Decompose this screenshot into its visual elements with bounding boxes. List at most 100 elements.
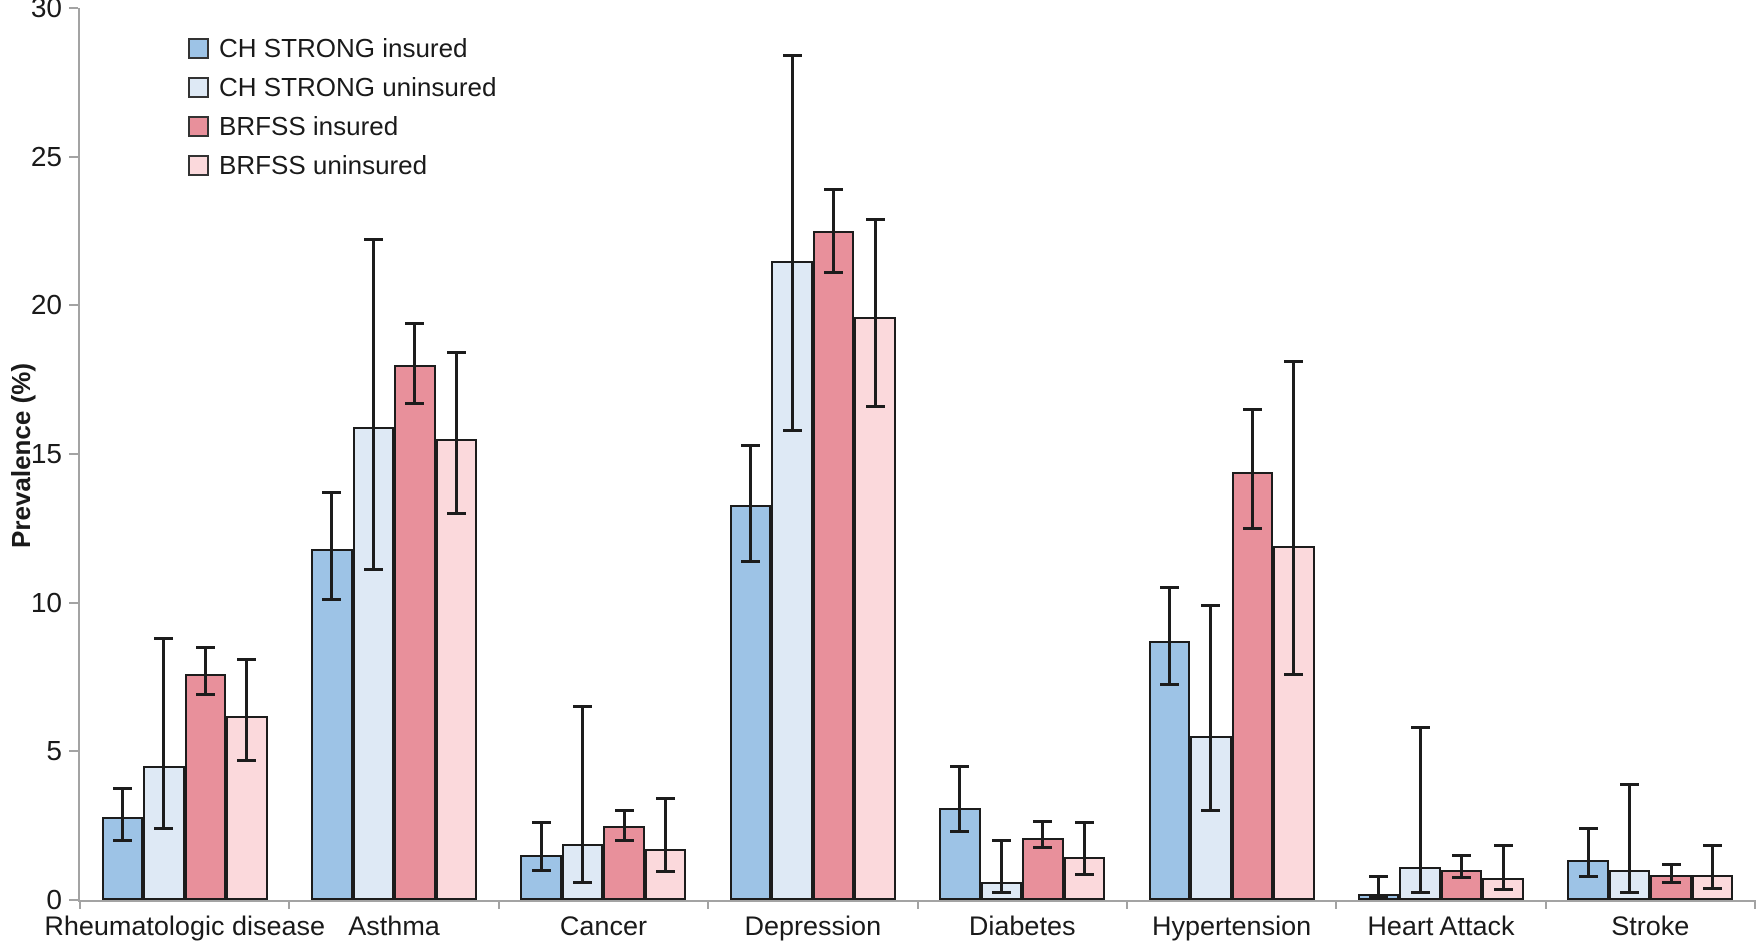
legend: CH STRONG insured CH STRONG uninsured BRFS… bbox=[188, 34, 496, 179]
error-bar-line bbox=[999, 840, 1003, 893]
error-bar-cap-top bbox=[531, 821, 551, 825]
error-bar-cap-bottom bbox=[405, 401, 425, 405]
y-axis-tick-label: 5 bbox=[46, 735, 62, 767]
error-bar-line bbox=[581, 706, 585, 883]
x-axis-tick bbox=[79, 900, 81, 909]
error-bar-cap-top bbox=[1620, 782, 1640, 786]
error-bar-cap-bottom bbox=[656, 870, 676, 874]
error-bar-cap-bottom bbox=[1201, 809, 1221, 813]
x-axis-tick bbox=[1335, 900, 1338, 909]
legend-entry: BRFSS insured bbox=[188, 112, 496, 140]
error-bar-line bbox=[664, 798, 668, 872]
error-bar-cap-top bbox=[363, 238, 383, 242]
error-bar-cap-bottom bbox=[991, 891, 1011, 895]
error-bar-cap-bottom bbox=[446, 511, 466, 515]
error-bar-cap-bottom bbox=[865, 404, 885, 408]
error-bar-cap-bottom bbox=[531, 868, 551, 872]
error-bar-line bbox=[1501, 845, 1505, 890]
error-bar-line bbox=[873, 219, 877, 407]
legend-swatch bbox=[188, 76, 209, 98]
error-bar-cap-bottom bbox=[824, 271, 844, 275]
x-axis-tick bbox=[497, 900, 500, 909]
legend-swatch bbox=[188, 115, 209, 137]
error-bar-cap-bottom bbox=[1284, 672, 1304, 676]
error-bar-cap-top bbox=[1410, 726, 1430, 730]
error-bar-line bbox=[330, 492, 334, 600]
legend-entry: CH STRONG uninsured bbox=[188, 73, 496, 101]
x-category-label: Hypertension bbox=[1152, 911, 1312, 941]
error-bar-cap-top bbox=[405, 321, 425, 325]
error-bar-line bbox=[749, 445, 753, 562]
x-axis-tick bbox=[288, 900, 291, 909]
error-bar-line bbox=[1292, 361, 1296, 675]
bar bbox=[184, 674, 227, 900]
error-bar-cap-bottom bbox=[322, 598, 342, 602]
y-axis-tick bbox=[69, 601, 78, 604]
error-bar-cap-bottom bbox=[1242, 526, 1262, 530]
y-axis-tick bbox=[69, 304, 78, 307]
y-axis-tick bbox=[69, 750, 78, 753]
error-bar-cap-bottom bbox=[741, 559, 761, 563]
y-axis-tick-label: 15 bbox=[30, 438, 62, 469]
x-category-label: Asthma bbox=[348, 911, 440, 941]
x-category-label: Stroke bbox=[1611, 911, 1690, 941]
error-bar-line bbox=[1167, 587, 1171, 685]
error-bar-line bbox=[413, 323, 417, 404]
error-bar-cap-top bbox=[322, 491, 342, 495]
error-bar-cap-bottom bbox=[1074, 873, 1094, 877]
y-axis-tick-label: 30 bbox=[30, 0, 62, 23]
error-bar-cap-bottom bbox=[1703, 886, 1723, 890]
error-bar-cap-top bbox=[1201, 604, 1221, 608]
error-bar-line bbox=[1377, 876, 1381, 898]
error-bar-cap-bottom bbox=[112, 839, 132, 843]
plot-area: CH STRONG insured CH STRONG uninsured BRFS… bbox=[31, 0, 1756, 940]
error-bar-line bbox=[832, 189, 836, 273]
error-bar-cap-bottom bbox=[1493, 888, 1513, 892]
y-axis-tick-label: 25 bbox=[30, 140, 62, 172]
error-bar-line bbox=[539, 822, 543, 871]
error-bar-cap-top bbox=[656, 797, 676, 801]
error-bar-cap-top bbox=[1703, 843, 1723, 847]
error-bar-cap-top bbox=[573, 705, 593, 709]
error-bar-line bbox=[1041, 821, 1045, 848]
bar bbox=[394, 364, 436, 900]
x-axis-tick bbox=[707, 900, 710, 909]
error-bar-cap-top bbox=[1493, 843, 1513, 847]
error-bar-cap-top bbox=[991, 839, 1011, 843]
y-axis-tick bbox=[69, 155, 78, 158]
error-bar-cap-top bbox=[195, 645, 215, 649]
y-axis-tick bbox=[69, 899, 78, 901]
error-bar-line bbox=[203, 647, 207, 695]
error-bar-cap-top bbox=[782, 54, 802, 58]
error-bar-line bbox=[1586, 828, 1590, 877]
error-bar-cap-bottom bbox=[1369, 895, 1389, 899]
legend-label: CH STRONG uninsured bbox=[219, 72, 497, 102]
error-bar-line bbox=[958, 766, 962, 832]
error-bar-cap-bottom bbox=[1159, 682, 1179, 686]
error-bar-cap-bottom bbox=[1410, 891, 1430, 895]
error-bar-cap-top bbox=[112, 787, 132, 790]
error-bar-cap-bottom bbox=[1661, 880, 1681, 884]
error-bar-cap-bottom bbox=[237, 758, 257, 762]
error-bar-line bbox=[622, 810, 626, 841]
error-bar-line bbox=[120, 788, 124, 841]
y-axis-tick-label: 20 bbox=[30, 289, 62, 321]
error-bar-cap-bottom bbox=[573, 880, 593, 884]
error-bar-cap-top bbox=[1242, 407, 1262, 411]
error-bar-line bbox=[162, 638, 166, 829]
error-bar-line bbox=[245, 659, 249, 761]
y-axis-tick bbox=[69, 7, 78, 9]
y-axis-tick bbox=[69, 453, 78, 455]
x-axis-tick bbox=[1125, 900, 1128, 909]
bar bbox=[435, 439, 478, 900]
legend-entry: CH STRONG insured bbox=[188, 34, 496, 62]
error-bar-cap-top bbox=[1159, 586, 1179, 590]
legend-swatch bbox=[188, 154, 209, 176]
error-bar-cap-top bbox=[950, 764, 970, 768]
legend-swatch bbox=[188, 37, 209, 59]
error-bar-cap-bottom bbox=[950, 830, 970, 834]
error-bar-line bbox=[1711, 845, 1715, 889]
bar bbox=[1231, 471, 1274, 900]
y-axis-tick-label: 10 bbox=[30, 586, 62, 618]
